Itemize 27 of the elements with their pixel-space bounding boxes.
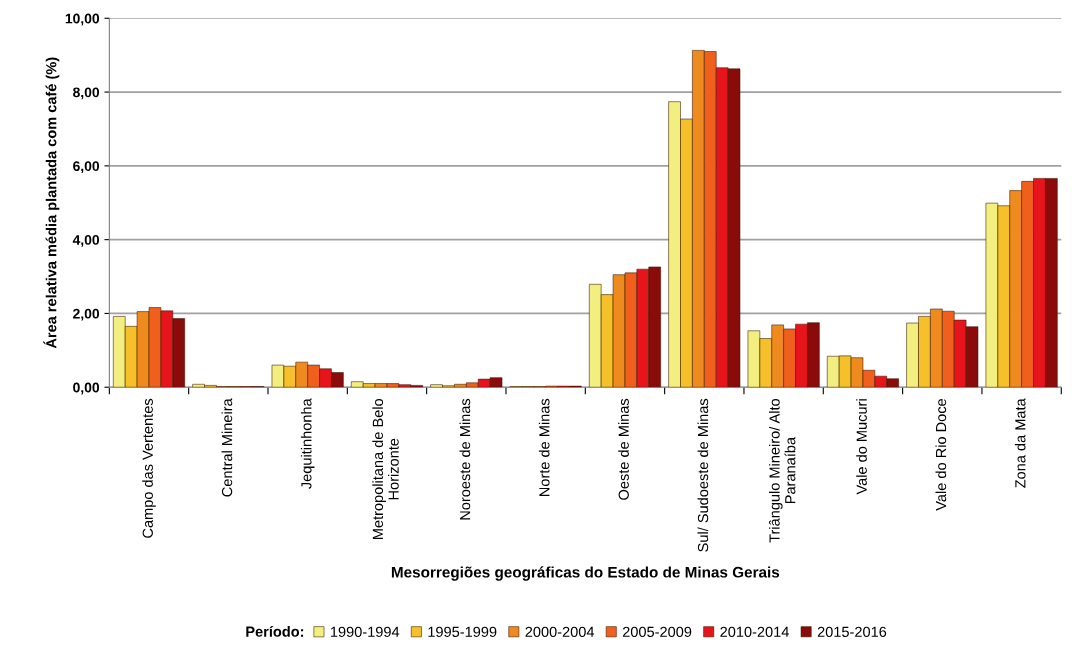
legend-label: 2000-2004 <box>525 626 595 637</box>
x-tick-label: Noroeste de Minas <box>459 398 471 520</box>
x-tick-label: Metropolitana de Belo Horizonte <box>372 398 399 540</box>
x-tick-label: Zona da Mata <box>1014 398 1026 488</box>
x-axis-title: Mesorregiões geográficas do Estado de Minas Gerais <box>391 566 780 581</box>
legend-label: 1990-1994 <box>330 626 400 637</box>
x-tick-label: Vale do Rio Doce <box>935 398 947 511</box>
x-tick-label: Norte de Minas <box>538 398 550 497</box>
y-tick-label: 6,00 <box>73 161 100 174</box>
y-tick-label: 8,00 <box>73 87 100 100</box>
legend-title: Período: <box>246 625 304 637</box>
y-tick-label: 10,00 <box>65 13 100 26</box>
x-tick-label: Vale do Mucuri <box>856 399 867 495</box>
y-tick-label: 0,00 <box>73 382 100 395</box>
x-tick-label: Oeste de Minas <box>618 398 629 500</box>
x-tick-label: Central Mineira <box>221 398 233 497</box>
legend-label: 2015-2016 <box>817 626 887 637</box>
y-axis-title: Área relativa média plantada com café (%) <box>43 57 60 349</box>
legend-label: 2010-2014 <box>720 626 789 637</box>
y-tick-label: 4,00 <box>72 234 100 247</box>
y-tick-label: 2,00 <box>73 308 100 321</box>
x-tick-label: Jequitinhonha <box>300 398 315 489</box>
x-tick-label: Campo das Vertentes <box>142 398 156 538</box>
x-tick-label: Sul/ Sudoeste de Minas <box>697 398 709 552</box>
x-tick-label: Triângulo Mineiro/ Alto Paranaíba <box>768 398 796 543</box>
legend-label: 1995-1999 <box>428 626 497 637</box>
legend-label: 2005-2009 <box>622 626 692 637</box>
